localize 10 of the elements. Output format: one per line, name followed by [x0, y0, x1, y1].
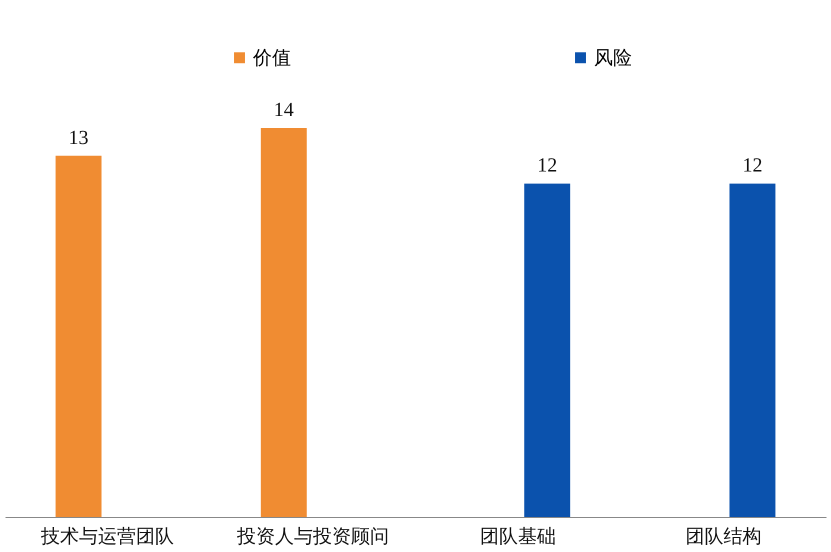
data-label: 12	[537, 154, 558, 177]
legend-label: 风险	[594, 48, 632, 69]
data-label: 12	[742, 154, 762, 177]
x-tick-label: 投资人与投资顾问	[236, 526, 389, 548]
x-tick-label: 团队基础	[480, 526, 556, 548]
data-label: 14	[274, 99, 294, 121]
x-tick-label: 技术与运营团队	[40, 526, 174, 548]
x-tick-label: 团队结构	[685, 526, 762, 548]
legend-label: 价值	[252, 48, 291, 69]
data-label: 13	[68, 126, 89, 149]
